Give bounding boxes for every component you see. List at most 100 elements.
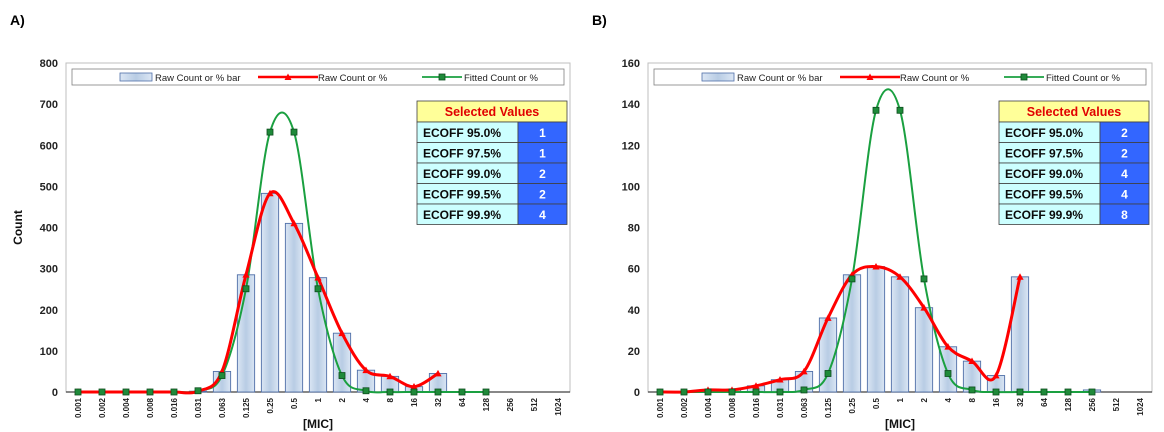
x-axis-title: [MIC]: [885, 417, 915, 431]
ecoff-label: ECOFF 95.0%: [423, 126, 501, 140]
ecoff-value: 2: [539, 167, 546, 181]
fitted-point: [992, 388, 1000, 396]
x-tick-label: 128: [1064, 397, 1073, 411]
fitted-point: [218, 372, 226, 379]
y-tick-label: 800: [40, 58, 58, 70]
x-tick-label: 0.004: [704, 397, 713, 418]
y-tick-label: 60: [628, 264, 640, 276]
ecoff-label: ECOFF 99.5%: [1005, 188, 1083, 202]
y-tick-label: 40: [628, 305, 640, 317]
ecoff-value-cell: [517, 203, 568, 225]
fitted-point: [752, 388, 760, 396]
legend-raw-marker: [866, 73, 874, 80]
legend-bar-swatch: [119, 72, 153, 82]
raw-point: [968, 357, 976, 365]
raw-point: [242, 271, 250, 278]
ecoff-value: 4: [1121, 188, 1128, 202]
y-tick-label: 140: [622, 99, 640, 111]
bar: [284, 222, 304, 393]
fitted-point: [386, 388, 394, 396]
raw-point: [410, 383, 418, 390]
x-tick-label: 0.002: [98, 397, 107, 418]
x-tick-label: 0.008: [728, 397, 737, 418]
legend-label: Raw Count or % bar: [737, 73, 823, 84]
fitted-point: [314, 285, 322, 293]
fitted-point: [1040, 388, 1048, 396]
y-tick-label: 120: [622, 140, 640, 152]
fitted-point: [776, 388, 784, 396]
y-tick-label: 160: [622, 58, 640, 70]
x-axis-title: [MIC]: [303, 417, 333, 431]
x-tick-label: 1: [896, 397, 905, 402]
fitted-point: [920, 275, 928, 283]
y-tick-label: 0: [634, 387, 640, 399]
ecoff-value-cell: [1099, 203, 1150, 225]
bar: [890, 276, 910, 393]
raw-point: [1016, 273, 1024, 280]
raw-point: [362, 366, 370, 374]
x-tick-label: 256: [506, 397, 515, 411]
fitted-point: [872, 106, 880, 114]
ecoff-label: ECOFF 99.5%: [423, 188, 501, 202]
fitted-point: [74, 388, 82, 396]
ecoff-label: ECOFF 97.5%: [423, 147, 501, 161]
x-tick-label: 1024: [1136, 397, 1145, 415]
fitted-point: [968, 386, 976, 394]
ecoff-value: 4: [539, 208, 546, 222]
x-tick-label: 8: [968, 397, 977, 402]
raw-point: [434, 369, 442, 377]
y-axis-title: Count: [11, 210, 25, 245]
raw-line: [659, 264, 1022, 394]
ecoff-label: ECOFF 97.5%: [1005, 147, 1083, 161]
x-tick-label: 0.002: [680, 397, 689, 418]
ecoff-value: 2: [539, 188, 546, 202]
x-tick-label: 2: [338, 397, 347, 402]
x-tick-label: 0.25: [848, 397, 857, 413]
x-tick-label: 0.008: [146, 397, 155, 418]
x-tick-label: 1: [314, 397, 323, 402]
fitted-point: [242, 285, 250, 293]
x-tick-label: 0.063: [218, 397, 227, 418]
y-tick-label: 500: [40, 181, 58, 193]
y-tick-label: 700: [40, 99, 58, 111]
y-tick-label: 20: [628, 346, 640, 358]
fitted-point: [1016, 388, 1024, 396]
x-tick-label: 0.125: [242, 397, 251, 418]
x-tick-label: 0.016: [752, 397, 761, 418]
panel-label: B): [592, 12, 607, 28]
y-tick-label: 400: [40, 223, 58, 235]
x-tick-label: 4: [944, 397, 953, 402]
raw-point: [386, 372, 394, 380]
raw-line: [78, 190, 439, 395]
fitted-point: [848, 275, 856, 283]
x-tick-label: 16: [992, 397, 1001, 406]
raw-point: [896, 273, 904, 280]
bar: [260, 192, 280, 393]
x-tick-label: 64: [1040, 397, 1049, 406]
x-tick-label: 4: [362, 397, 371, 402]
x-tick-label: 0.25: [266, 397, 275, 413]
ecoff-value: 2: [1121, 126, 1128, 140]
x-tick-label: 32: [434, 397, 443, 406]
x-tick-label: 1024: [554, 397, 563, 415]
ecoff-value: 2: [1121, 147, 1128, 161]
ecoff-value: 1: [539, 126, 546, 140]
x-tick-label: 0.125: [824, 397, 833, 418]
raw-point: [290, 219, 298, 227]
chart-panel-b: B) 0 20 40 60 80 100 120 140 160 0.001 0.002 0.004 0…: [582, 0, 1164, 432]
panel-label: A): [10, 12, 25, 28]
legend-fit-marker: [1020, 73, 1028, 81]
raw-point: [872, 262, 880, 270]
x-tick-label: 8: [386, 397, 395, 402]
fitted-point: [704, 388, 712, 396]
fitted-point: [1088, 388, 1096, 396]
selected-values-title: Selected Values: [1027, 105, 1122, 119]
raw-point: [824, 314, 832, 321]
fitted-point: [266, 128, 274, 136]
fitted-point: [656, 388, 664, 396]
fitted-point: [290, 128, 298, 136]
legend-bar-swatch: [701, 72, 735, 82]
fitted-point: [362, 387, 370, 395]
x-tick-label: 0.001: [74, 397, 83, 418]
fitted-point: [482, 388, 490, 396]
